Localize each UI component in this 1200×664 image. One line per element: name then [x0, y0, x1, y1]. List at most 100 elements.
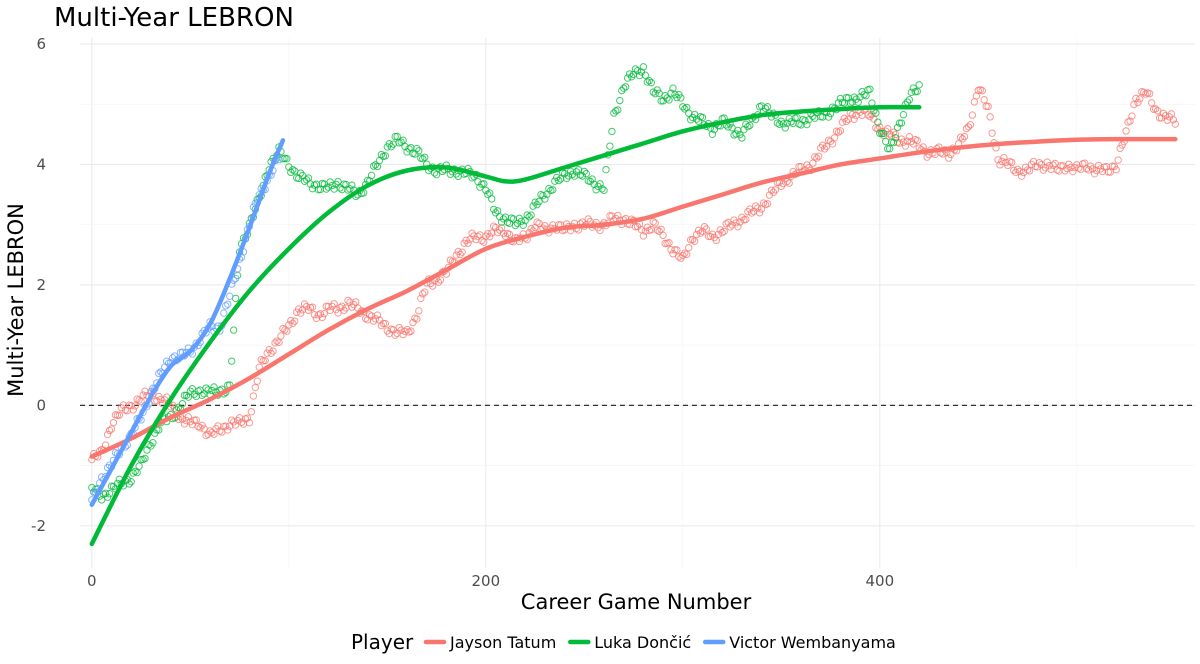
data-point: [677, 94, 685, 102]
data-point: [883, 144, 892, 153]
data-point: [403, 325, 411, 334]
data-point: [842, 117, 851, 126]
data-point: [818, 141, 827, 149]
data-point: [127, 477, 135, 486]
data-point: [277, 332, 285, 340]
legend-title: Player: [351, 630, 414, 654]
data-point: [523, 211, 531, 219]
data-point: [294, 305, 303, 313]
data-point: [956, 133, 965, 141]
data-point: [279, 324, 287, 333]
data-point: [555, 176, 563, 185]
y-tick-label: 0: [36, 396, 46, 414]
data-point: [781, 124, 789, 132]
data-point: [651, 89, 659, 98]
data-point: [759, 199, 768, 207]
data-point: [913, 87, 921, 96]
data-point: [227, 357, 236, 365]
data-point: [753, 204, 762, 212]
data-point: [598, 185, 606, 193]
data-point: [283, 154, 291, 163]
data-point: [885, 144, 894, 153]
data-point: [998, 157, 1006, 165]
data-point: [673, 246, 681, 254]
data-point: [641, 71, 650, 79]
data-point: [746, 121, 754, 130]
data-point: [549, 186, 557, 194]
data-point: [978, 86, 986, 95]
data-point: [702, 225, 711, 233]
data-point: [143, 446, 151, 454]
y-tick-label: -2: [31, 517, 46, 535]
data-point: [519, 221, 527, 229]
data-point: [685, 109, 693, 117]
data-point: [178, 400, 187, 408]
data-point: [196, 424, 204, 432]
data-point: [915, 81, 923, 89]
trend-line-2: [89, 138, 286, 508]
data-point: [834, 128, 843, 136]
data-point: [399, 136, 407, 144]
data-point: [1008, 158, 1016, 167]
data-point: [669, 250, 677, 258]
data-point: [748, 209, 756, 217]
data-point: [174, 403, 183, 412]
data-point: [1069, 167, 1077, 176]
x-tick-label: 200: [471, 572, 500, 590]
y-axis-ticks: -2 0 2 4 6: [31, 35, 46, 535]
data-point: [289, 166, 297, 174]
data-point: [736, 218, 744, 226]
data-point: [905, 96, 914, 104]
data-point: [432, 170, 441, 179]
data-point: [681, 105, 689, 113]
data-point: [182, 416, 191, 425]
data-point: [162, 357, 171, 365]
trend-line-0: [89, 136, 1178, 459]
data-point: [346, 185, 354, 193]
data-point: [1088, 165, 1097, 173]
data-point: [848, 110, 856, 119]
data-point: [296, 169, 305, 177]
data-point: [107, 425, 116, 433]
data-point: [899, 111, 908, 119]
data-point: [1159, 109, 1168, 118]
data-point: [675, 253, 683, 261]
data-point: [129, 469, 137, 477]
data-point: [180, 391, 189, 400]
data-point: [115, 411, 124, 419]
data-point: [643, 78, 652, 86]
data-point: [261, 356, 269, 365]
data-point: [746, 205, 754, 213]
data-point: [836, 127, 845, 135]
data-point: [141, 454, 149, 463]
data-point: [984, 102, 992, 111]
data-point: [795, 162, 803, 171]
data-point: [421, 288, 429, 296]
data-point: [155, 369, 163, 378]
data-point: [645, 77, 654, 85]
data-point: [718, 228, 726, 237]
data-point: [651, 219, 659, 227]
data-point: [220, 309, 228, 317]
data-point: [889, 138, 898, 147]
data-point: [531, 198, 539, 206]
legend: Player Jayson Tatum Luka Dončić Victor Wem…: [351, 630, 896, 654]
data-point: [653, 226, 661, 234]
data-point: [105, 426, 114, 435]
data-point: [224, 426, 232, 434]
data-point: [980, 96, 988, 104]
data-point: [198, 391, 206, 400]
data-point: [708, 130, 717, 138]
data-point: [945, 154, 953, 162]
data-point: [377, 321, 386, 330]
x-tick-label: 0: [87, 572, 97, 590]
data-point: [105, 489, 114, 498]
data-point: [474, 232, 482, 241]
data-point: [1147, 99, 1156, 107]
data-point: [728, 124, 736, 132]
data-point: [964, 123, 973, 131]
data-point: [1114, 156, 1122, 164]
data-point: [436, 276, 445, 284]
data-point: [480, 180, 488, 188]
